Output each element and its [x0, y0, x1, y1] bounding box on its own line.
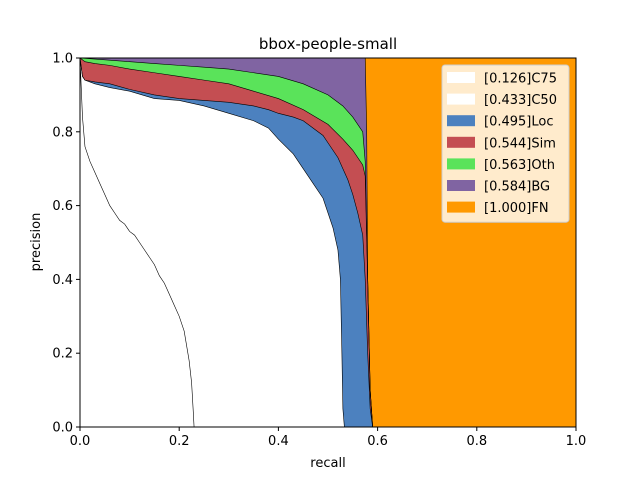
y-axis-ticks: 0.0 0.2 0.4 0.6 0.8 1.0: [52, 52, 80, 436]
y-tick-label: 0.2: [52, 347, 73, 362]
x-tick-label: 1.0: [566, 434, 587, 449]
x-tick-label: 0.8: [466, 434, 487, 449]
legend-label-sim: [0.544]Sim: [484, 136, 556, 151]
legend-label-c50: [0.433]C50: [484, 93, 557, 108]
legend-swatch-c50: [447, 93, 475, 105]
area-c75: [80, 58, 195, 427]
y-tick-label: 0.8: [52, 125, 73, 140]
y-tick-label: 0.4: [52, 273, 73, 288]
line-loc: [79, 57, 373, 428]
legend-swatch-bg: [447, 180, 475, 191]
plot-frame: [79, 57, 577, 428]
legend-label-loc: [0.495]Loc: [484, 115, 553, 130]
line-sim: [79, 57, 373, 428]
x-axis-label: recall: [310, 456, 345, 471]
x-axis-ticks: 0.0 0.2 0.4 0.6 0.8 1.0: [70, 427, 587, 449]
x-tick-label: 0.4: [268, 434, 289, 449]
legend-label-bg: [0.584]BG: [484, 180, 550, 195]
legend-label-c75: [0.126]C75: [484, 72, 557, 87]
line-c75: [79, 57, 195, 428]
line-c50: [79, 57, 345, 428]
line-oth: [79, 57, 373, 428]
chart-title: bbox-people-small: [259, 35, 397, 53]
legend-label-oth: [0.563]Oth: [484, 158, 555, 173]
y-tick-label: 1.0: [52, 52, 73, 67]
legend-swatch-oth: [447, 158, 475, 170]
x-tick-label: 0.6: [367, 434, 388, 449]
legend-swatch-fn: [447, 201, 475, 213]
legend-label-fn: [1.000]FN: [484, 201, 549, 216]
y-axis-label: precision: [29, 213, 44, 272]
legend-swatch-sim: [447, 136, 475, 148]
series-areas: [80, 58, 576, 427]
legend-swatch-c75: [447, 72, 475, 83]
y-tick-label: 0.6: [52, 199, 73, 214]
legend-swatch-loc: [447, 115, 475, 127]
y-tick-label: 0.0: [52, 421, 73, 436]
x-tick-label: 0.2: [169, 434, 190, 449]
x-tick-label: 0.0: [70, 434, 91, 449]
legend: [0.126]C75 [0.433]C50 [0.495]Loc [0.544]Sim…: [441, 64, 570, 223]
